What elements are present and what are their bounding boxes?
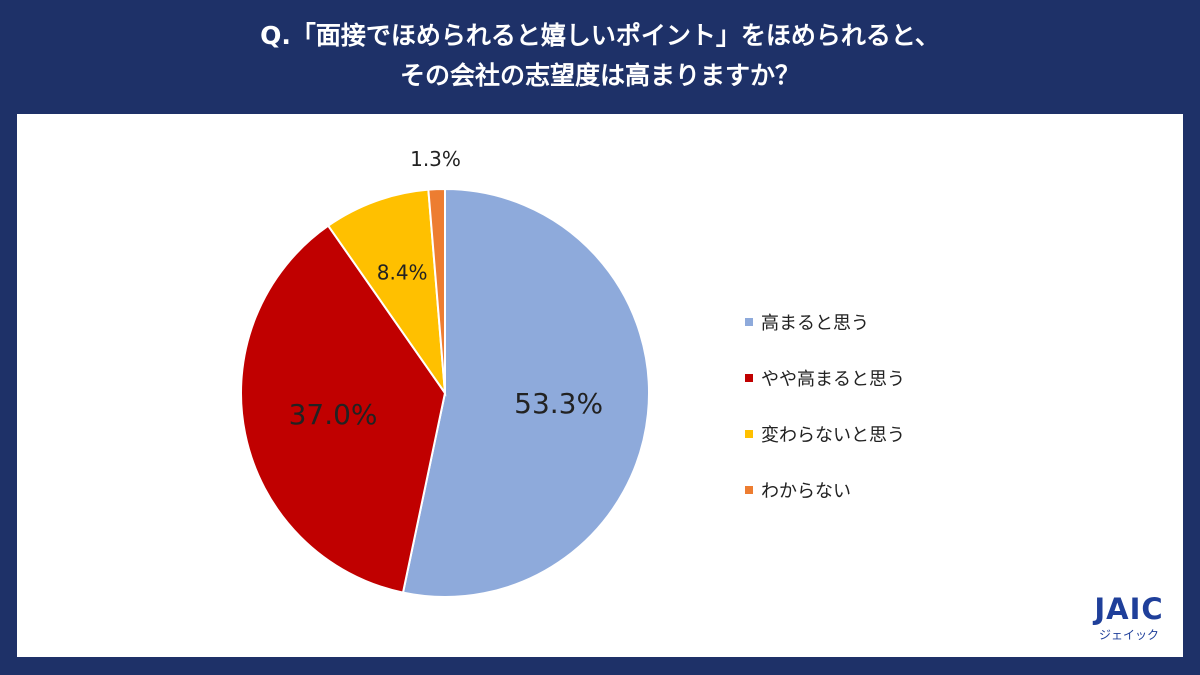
legend-label-1: やや高まると思う (761, 369, 905, 390)
pie-slice-1 (240, 224, 447, 594)
pie-slice-2 (326, 188, 447, 397)
legend-swatch-2 (745, 430, 753, 438)
pie-slice-0 (401, 187, 650, 598)
legend-label-2: 変わらないと思う (761, 425, 905, 446)
legend-swatch-3 (745, 486, 753, 494)
legend: 高まると思う やや高まると思う 変わらないと思う わからない (745, 294, 905, 518)
data-label-2: 8.4% (377, 260, 428, 284)
legend-label-3: わからない (761, 481, 851, 502)
legend-item-3: わからない (745, 462, 905, 518)
legend-item-2: 変わらないと思う (745, 406, 905, 462)
question-header: Q.「面接でほめられると嬉しいポイント」をほめられると、 その会社の志望度は高ま… (0, 0, 1200, 112)
question-line-2: その会社の志望度は高まりますか？ (399, 61, 800, 90)
legend-label-0: 高まると思う (761, 313, 869, 334)
data-label-1: 37.0% (289, 398, 378, 431)
data-label-0: 53.3% (514, 387, 603, 420)
legend-swatch-0 (745, 318, 753, 326)
jaic-logo: JAIC ジェイック (1084, 594, 1174, 654)
logo-mark: JAIC (1094, 592, 1164, 626)
logo-subtitle: ジェイック (1098, 628, 1159, 642)
legend-item-1: やや高まると思う (745, 350, 905, 406)
data-label-3: 1.3% (410, 147, 461, 171)
legend-swatch-1 (745, 374, 753, 382)
pie-slice-3 (427, 187, 446, 394)
question-line-1: Q.「面接でほめられると嬉しいポイント」をほめられると、 (260, 21, 940, 50)
pie-chart: 53.3% 37.0% 8.4% 1.3% (240, 147, 650, 598)
chart-panel: 53.3% 37.0% 8.4% 1.3% 高まると思う やや高まると思う 変わらない… (17, 114, 1183, 657)
legend-item-0: 高まると思う (745, 294, 905, 350)
